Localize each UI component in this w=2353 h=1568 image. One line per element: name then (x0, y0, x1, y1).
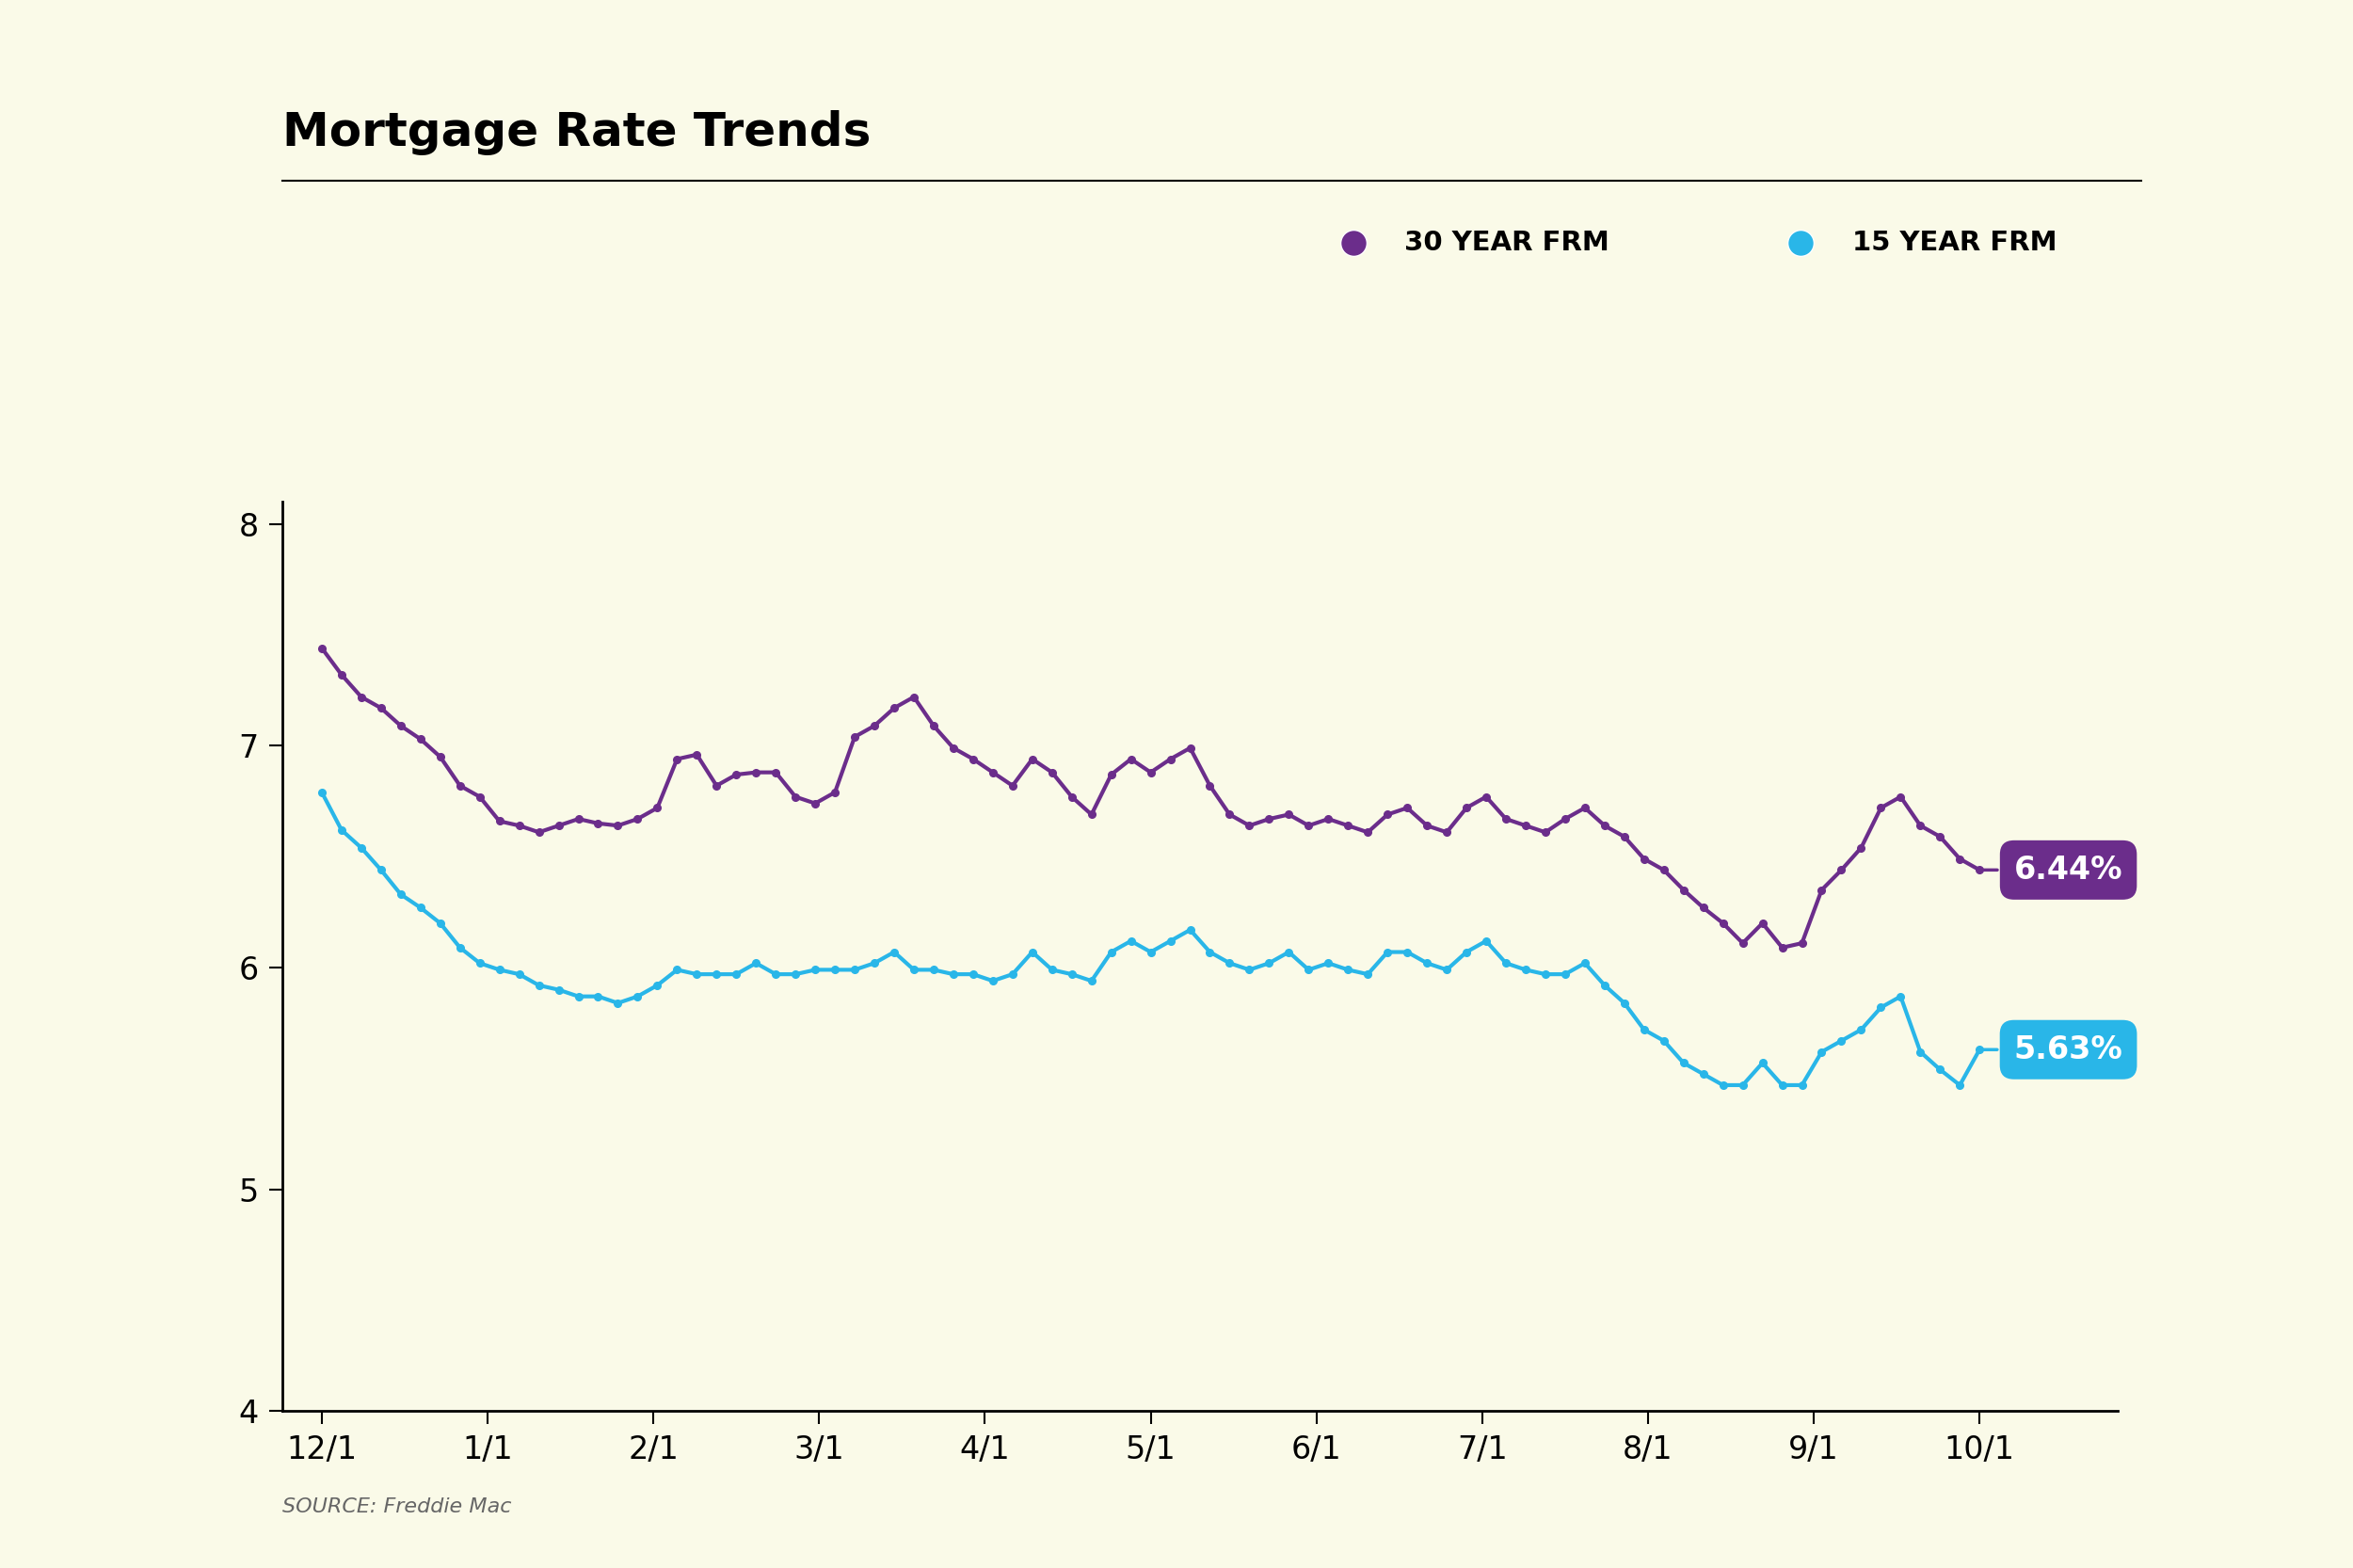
Text: 30 YEAR FRM: 30 YEAR FRM (1405, 230, 1609, 256)
Text: Mortgage Rate Trends: Mortgage Rate Trends (282, 110, 871, 155)
Text: 15 YEAR FRM: 15 YEAR FRM (1852, 230, 2057, 256)
Text: 5.63%: 5.63% (1981, 1035, 2122, 1065)
Text: SOURCE: Freddie Mac: SOURCE: Freddie Mac (282, 1497, 511, 1516)
Text: 6.44%: 6.44% (1981, 855, 2122, 886)
